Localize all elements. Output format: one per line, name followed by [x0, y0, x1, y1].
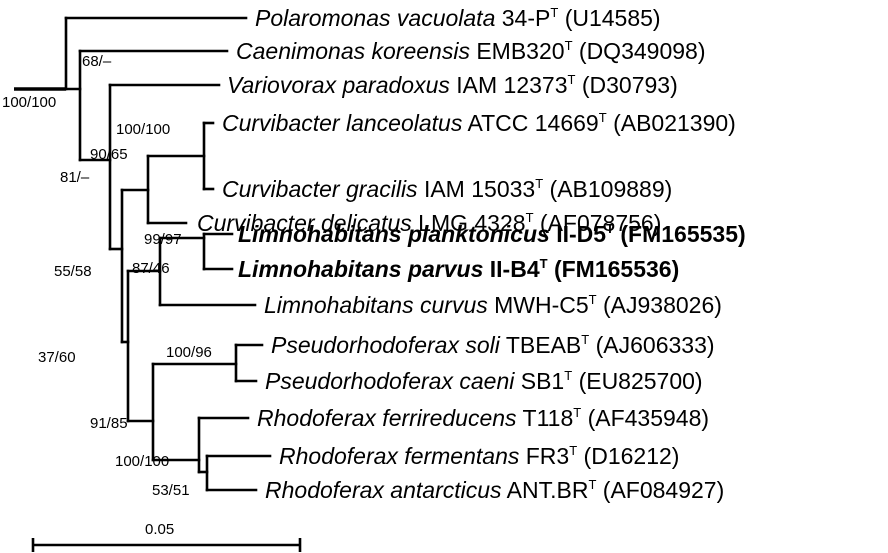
taxon-label: Caenimonas koreensis EMB320T (DQ349098) [236, 38, 705, 64]
support-value: 53/51 [152, 482, 190, 499]
support-value: 68/– [82, 53, 112, 70]
tree-branches [14, 16, 272, 492]
support-value: 81/– [60, 169, 90, 186]
taxon-label-highlighted: Limnohabitans parvus II-B4T (FM165536) [238, 256, 679, 282]
support-value: 91/85 [90, 415, 128, 432]
support-value: 100/96 [166, 344, 212, 361]
scale-bar: 0.05 [31, 521, 302, 552]
taxon-labels: Polaromonas vacuolata 34-PT (U14585) Cae… [197, 5, 746, 503]
support-value: 90/65 [90, 146, 128, 163]
taxon-label: Rhodoferax antarcticus ANT.BRT (AF084927… [265, 477, 724, 503]
taxon-label: Curvibacter gracilis IAM 15033T (AB10988… [222, 176, 672, 202]
support-value: 55/58 [54, 263, 92, 280]
support-value: 100/100 [2, 94, 56, 111]
taxon-label: Variovorax paradoxus IAM 12373T (D30793) [227, 72, 678, 98]
support-value: 87/46 [132, 260, 170, 277]
support-value: 99/97 [144, 231, 182, 248]
taxon-label: Rhodoferax ferrireducens T118T (AF435948… [257, 405, 709, 431]
support-value: 37/60 [38, 349, 76, 366]
taxon-label: Polaromonas vacuolata 34-PT (U14585) [255, 5, 661, 31]
taxon-label-highlighted: Limnohabitans planktonicus II-D5T (FM165… [238, 221, 746, 247]
taxon-label: Curvibacter delicatus LMG 4328T (AF07875… [197, 210, 661, 236]
taxon-label: Curvibacter lanceolatus ATCC 14669T (AB0… [222, 110, 736, 136]
support-value: 100/100 [115, 453, 169, 470]
taxon-label: Pseudorhodoferax caeni SB1T (EU825700) [265, 368, 703, 394]
bootstrap-values: 100/100 68/– 81/– 90/65 100/100 55/58 99… [2, 53, 212, 499]
scale-bar-label: 0.05 [145, 521, 174, 538]
support-value: 100/100 [116, 121, 170, 138]
taxon-label: Limnohabitans curvus MWH-C5T (AJ938026) [264, 292, 722, 318]
taxon-label: Rhodoferax fermentans FR3T (D16212) [279, 443, 679, 469]
taxon-label: Pseudorhodoferax soli TBEABT (AJ606333) [271, 332, 715, 358]
